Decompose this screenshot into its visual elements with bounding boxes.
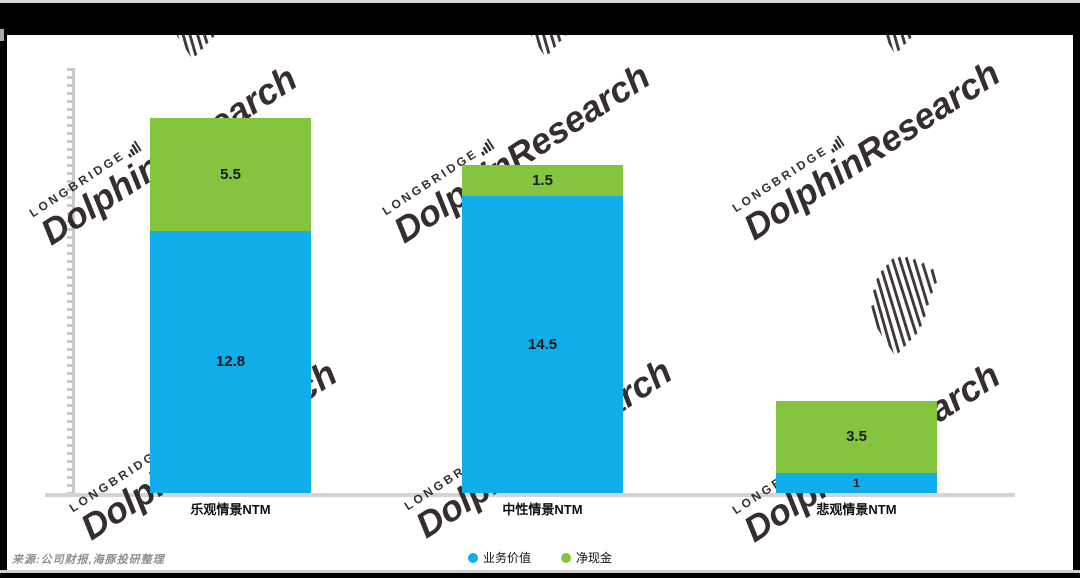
bar2-blue-value: 14.5: [527, 335, 558, 353]
bar2-blue-segment: 14.5: [462, 195, 623, 493]
bar1-green-segment: 5.5: [150, 117, 311, 231]
header-band: [0, 3, 1080, 35]
bar3-green-segment: 3.5: [776, 400, 937, 473]
bottom-hairline: [0, 570, 1080, 573]
bar3-blue-segment: 1: [776, 472, 937, 493]
title-fragment: [0, 29, 4, 41]
legend: 业务价值 净现金: [0, 549, 1080, 566]
bar2-green-segment: 1.5: [462, 165, 623, 196]
legend-label-green: 净现金: [576, 551, 613, 565]
stacked-bar-1: 5.5 12.8: [150, 68, 311, 493]
x-tick-label-2: 中性情景NTM: [502, 502, 583, 517]
stacked-bar-3: 3.5 1: [776, 68, 937, 493]
bar1-green-value: 5.5: [220, 165, 241, 183]
blue-dot-icon: [467, 552, 478, 563]
bar3-green-value: 3.5: [846, 428, 867, 446]
x-tick-label-3: 悲观情景NTM: [816, 502, 897, 517]
bars-icon: [128, 140, 143, 158]
y-axis: [72, 68, 75, 497]
right-border: [1073, 0, 1080, 578]
left-border: [0, 0, 7, 578]
stacked-bar-2: 1.5 14.5: [462, 68, 623, 493]
bar1-blue-value: 12.8: [215, 353, 246, 371]
x-tick-label-1: 乐观情景NTM: [190, 502, 271, 517]
source-note: 来源:公司财报,海豚投研整理: [12, 554, 165, 566]
legend-item-green: 净现金: [561, 549, 612, 566]
legend-item-blue: 业务价值: [467, 549, 531, 566]
bar2-green-value: 1.5: [532, 171, 553, 189]
legend-label-blue: 业务价值: [482, 551, 531, 565]
x-axis: [45, 493, 1015, 497]
green-dot-icon: [561, 552, 571, 563]
watermark-brand: LONGBRIDGE: [26, 147, 128, 221]
bar1-blue-segment: 12.8: [150, 230, 311, 493]
footer-band: [0, 573, 1080, 578]
y-axis-ticks: [67, 68, 72, 497]
bar3-blue-value: 1: [853, 475, 860, 490]
top-hairline: [0, 0, 1080, 3]
